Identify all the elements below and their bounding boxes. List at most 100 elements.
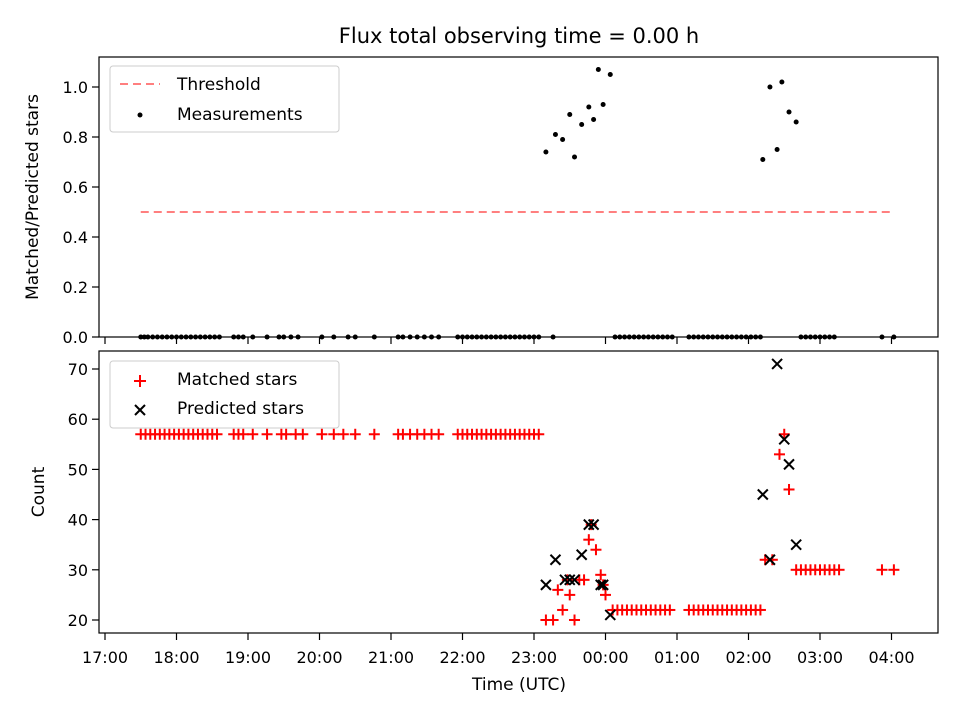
measurement-point: [460, 334, 465, 340]
x-tick-label: 02:00: [725, 648, 771, 667]
measurement-point: [250, 334, 256, 340]
legend-measurements-label: Measurements: [177, 105, 303, 125]
measurement-point: [188, 334, 194, 340]
top-y-tick-label: 0.2: [63, 278, 88, 297]
measurement-point: [436, 334, 442, 340]
measurement-point: [579, 122, 585, 127]
measurement-point: [235, 334, 241, 340]
measurement-point: [600, 102, 606, 107]
measurement-point: [807, 334, 813, 340]
measurement-point: [622, 334, 628, 340]
measurement-point: [595, 67, 601, 72]
measurement-point: [550, 334, 556, 340]
measurement-point: [178, 334, 184, 340]
measurement-point: [631, 334, 637, 340]
measurement-point: [507, 334, 513, 340]
measurement-point: [798, 334, 804, 340]
measurement-point: [517, 334, 523, 340]
bottom-y-tick-label: 60: [68, 410, 88, 429]
measurement-point: [421, 334, 427, 340]
measurement-point: [479, 334, 485, 340]
measurement-point: [617, 334, 623, 340]
predicted-star-point: [587, 518, 600, 531]
legend-predicted-label: Predicted stars: [177, 399, 304, 419]
measurement-point: [586, 104, 592, 110]
matched-star-point: [783, 483, 795, 495]
measurement-point: [719, 334, 725, 340]
matched-star-point: [569, 614, 581, 626]
measurement-point: [216, 334, 222, 340]
matched-star-point: [247, 428, 259, 440]
measurement-point: [455, 334, 461, 340]
measurement-point: [502, 334, 508, 340]
measurement-point: [572, 154, 578, 160]
matched-star-point: [533, 428, 545, 440]
top-y-tick-label: 0.4: [63, 228, 88, 247]
measurement-point: [734, 334, 740, 340]
predicted-star-point: [764, 554, 776, 566]
measurement-point: [779, 79, 785, 85]
measurement-point: [414, 334, 420, 340]
matched-star-point: [754, 604, 766, 616]
predicted-star-point: [597, 579, 609, 591]
measurement-points: [138, 67, 897, 340]
measurement-point: [464, 334, 470, 340]
measurement-point: [159, 334, 165, 340]
x-tick-label: 01:00: [654, 648, 700, 667]
measurement-point: [488, 334, 494, 340]
measurement-point: [174, 334, 179, 340]
predicted-star-point: [549, 554, 562, 566]
measurement-point: [264, 334, 270, 340]
top-legend: Threshold Measurements: [109, 65, 340, 133]
measurement-point: [207, 334, 213, 340]
matched-star-point: [547, 614, 559, 626]
measurement-point: [700, 334, 706, 340]
matched-star-point: [337, 428, 349, 440]
bottom-y-tick-label: 30: [68, 561, 88, 580]
predicted-star-point: [575, 549, 588, 561]
measurement-point: [812, 334, 818, 340]
top-y-tick-label: 0.8: [63, 128, 88, 147]
matched-star-point: [297, 428, 309, 440]
measurement-point: [686, 334, 692, 340]
measurement-point: [521, 334, 527, 340]
measurement-point: [483, 334, 489, 340]
bottom-plot-frame: [98, 350, 939, 634]
predicted-star-point: [604, 609, 616, 621]
x-tick-label: 17:00: [82, 648, 128, 667]
predicted-star-point: [771, 358, 783, 370]
measurement-point: [591, 117, 597, 122]
matched-star-point: [433, 428, 445, 440]
measurement-point: [660, 334, 666, 340]
matched-star-point: [564, 589, 576, 601]
measurement-point: [757, 334, 763, 340]
measurement-point: [552, 132, 558, 137]
x-tick-label: 03:00: [797, 648, 843, 667]
measurement-point: [154, 334, 160, 340]
measurement-point: [138, 334, 144, 340]
legend-measurements-swatch: [137, 112, 143, 118]
measurement-point: [212, 334, 218, 340]
predicted-star-point: [559, 574, 571, 586]
matched-star-point: [211, 428, 223, 440]
measurement-point: [183, 334, 189, 340]
measurement-point: [526, 334, 532, 340]
matched-star-point: [766, 554, 778, 566]
top-y-tick-label: 0.0: [63, 328, 88, 347]
measurement-point: [400, 334, 406, 340]
measurement-point: [753, 334, 759, 340]
measurement-point: [705, 334, 711, 340]
matched-star-point: [552, 584, 564, 596]
predicted-star-point: [568, 574, 581, 586]
measurement-point: [760, 157, 766, 162]
matched-star-point: [600, 589, 611, 601]
top-plot: Matched/Predicted stars 0.0 0.2 0.4 0.6 0.8 1…: [23, 56, 939, 347]
x-tick-label: 23:00: [511, 648, 557, 667]
predicted-star-point: [790, 538, 802, 551]
measurement-point: [793, 119, 799, 125]
measurement-point: [743, 334, 749, 340]
measurement-point: [295, 334, 301, 340]
measurement-point: [567, 112, 573, 117]
matched-star-point: [368, 428, 380, 440]
